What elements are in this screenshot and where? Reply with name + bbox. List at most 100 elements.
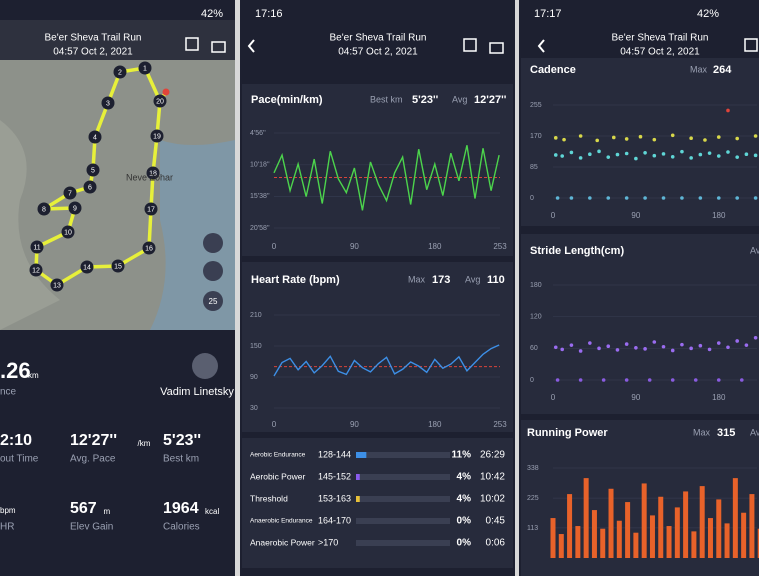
stat-value: 264 bbox=[713, 64, 732, 76]
series-dot bbox=[647, 378, 652, 382]
tilt-button[interactable] bbox=[203, 291, 223, 311]
series-dot bbox=[606, 155, 611, 159]
series-dot bbox=[735, 196, 739, 200]
series-dot bbox=[555, 196, 560, 200]
zone-bar bbox=[356, 474, 360, 480]
y-tick-label: 225 bbox=[527, 495, 539, 502]
zone-range: 128-144 bbox=[318, 449, 351, 459]
series-dot bbox=[588, 152, 592, 157]
y-tick-label: 170 bbox=[530, 133, 542, 140]
edit-button[interactable] bbox=[463, 38, 477, 52]
map-header-shade bbox=[0, 20, 235, 60]
zone-range: 145-152 bbox=[318, 471, 351, 481]
zone-time: 26:29 bbox=[480, 450, 505, 461]
series-bar bbox=[749, 494, 755, 558]
series-dot bbox=[698, 343, 703, 348]
screen-title: Be'er Sheva Trail Run bbox=[45, 33, 142, 44]
stat-value: 5'23'' bbox=[163, 432, 201, 449]
series-dot bbox=[744, 343, 749, 347]
series-dot bbox=[562, 137, 566, 142]
series-dot bbox=[716, 378, 721, 382]
y-tick-label: 20'58'' bbox=[250, 225, 270, 232]
series-dot bbox=[716, 154, 721, 158]
stat-label: Max bbox=[690, 64, 708, 74]
stat-value: 12'27'' bbox=[474, 94, 507, 106]
route-marker-label: 18 bbox=[149, 170, 157, 177]
series-dot bbox=[606, 196, 611, 200]
pace-card bbox=[242, 84, 513, 256]
series-dot bbox=[735, 136, 739, 141]
route-marker-label: 3 bbox=[106, 100, 110, 107]
route-marker-label: 5 bbox=[91, 167, 95, 174]
layers-button[interactable] bbox=[203, 233, 223, 253]
screen-title: Be'er Sheva Trail Run bbox=[330, 33, 427, 44]
series-dot bbox=[716, 135, 721, 139]
route-marker-label: 4 bbox=[93, 134, 97, 141]
route-marker bbox=[61, 225, 75, 239]
route-marker bbox=[150, 129, 164, 143]
series-dot bbox=[726, 345, 730, 350]
y-tick-label: 4'56'' bbox=[250, 130, 266, 137]
zone-time: 0:06 bbox=[486, 538, 506, 549]
zone-bar bbox=[356, 452, 367, 458]
x-tick-label: 180 bbox=[712, 393, 726, 402]
stat-value: 1964 bbox=[163, 500, 199, 517]
stat-label: Max bbox=[693, 427, 711, 437]
series-dot bbox=[739, 378, 744, 382]
route-marker bbox=[86, 163, 100, 177]
route-marker-label: 1 bbox=[143, 65, 147, 72]
y-tick-label: 150 bbox=[250, 343, 262, 350]
compass-button[interactable] bbox=[203, 261, 223, 281]
series-bar bbox=[674, 507, 680, 558]
series-dot bbox=[753, 153, 758, 158]
x-tick-label: 90 bbox=[350, 242, 359, 251]
start-point bbox=[162, 88, 170, 96]
route-marker bbox=[37, 202, 51, 216]
route-marker-label: 16 bbox=[145, 245, 153, 252]
stat-value: 12'27'' bbox=[70, 432, 117, 449]
avatar bbox=[192, 353, 218, 379]
back-button[interactable] bbox=[247, 39, 255, 53]
route-marker-label: 20 bbox=[156, 98, 164, 105]
series-bar bbox=[658, 496, 664, 558]
stat-value: 315 bbox=[717, 427, 735, 439]
zone-range: 153-163 bbox=[318, 493, 351, 503]
y-tick-label: 60 bbox=[530, 345, 538, 352]
zone-percent: 0% bbox=[457, 516, 472, 527]
series-dot bbox=[624, 151, 629, 156]
stat-label: HR bbox=[0, 522, 14, 533]
card-title: Heart Rate (bpm) bbox=[251, 274, 340, 286]
route-marker-label: 9 bbox=[73, 205, 77, 212]
athlete-name: Vadim Linetsky bbox=[160, 386, 234, 398]
y-tick-label: 180 bbox=[530, 282, 542, 289]
screen-date: 04:57 Oct 2, 2021 bbox=[53, 47, 133, 58]
y-tick-label: 338 bbox=[527, 465, 539, 472]
route-marker-label: 11 bbox=[33, 244, 40, 251]
zone-range: >170 bbox=[318, 537, 338, 547]
distance-unit: km bbox=[28, 371, 39, 380]
back-button[interactable] bbox=[537, 39, 545, 53]
zone-time: 10:42 bbox=[480, 472, 505, 483]
screen-date: 04:57 Oct 2, 2021 bbox=[620, 47, 700, 58]
stat-label: Max bbox=[408, 274, 426, 284]
x-tick-label: 180 bbox=[428, 242, 442, 251]
x-tick-label: 90 bbox=[631, 393, 640, 402]
stat-value: 110 bbox=[487, 274, 505, 286]
route-marker bbox=[142, 241, 156, 255]
series-dot bbox=[578, 156, 583, 160]
edit-button[interactable] bbox=[185, 37, 199, 51]
edit-button[interactable] bbox=[744, 38, 758, 52]
series-dot bbox=[716, 341, 721, 345]
x-tick-label: 90 bbox=[350, 420, 359, 429]
share-button[interactable] bbox=[489, 42, 504, 54]
stat-unit: bpm bbox=[0, 506, 16, 515]
share-button[interactable] bbox=[211, 41, 226, 53]
series-bar bbox=[633, 532, 639, 558]
series-dot bbox=[553, 136, 558, 140]
series-dot bbox=[634, 156, 638, 161]
y-tick-label: 15'38'' bbox=[250, 193, 270, 200]
series-dot bbox=[680, 149, 684, 154]
route-marker bbox=[83, 180, 97, 194]
series-line bbox=[273, 344, 500, 377]
